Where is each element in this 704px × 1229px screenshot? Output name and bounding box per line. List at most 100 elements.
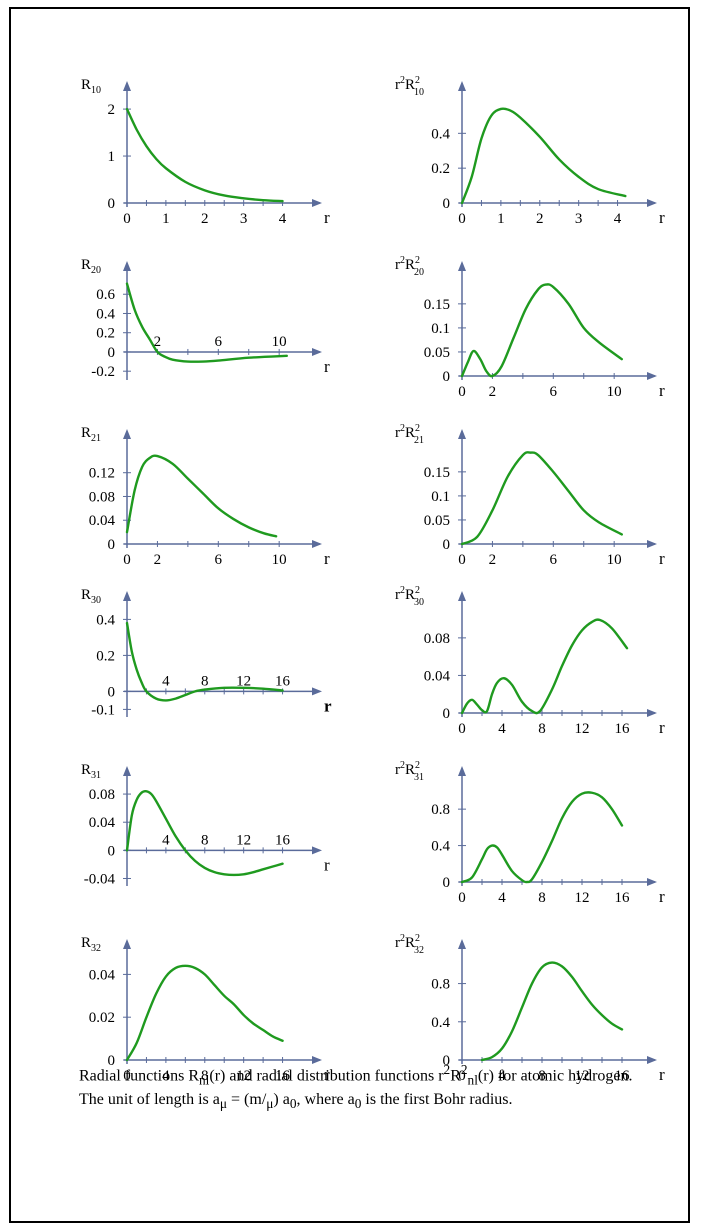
y-tick-label: 0.02 — [89, 1010, 115, 1026]
y-tick-label: 0 — [108, 345, 116, 361]
x-tick-label: 8 — [538, 721, 546, 737]
y-tick-label: 0 — [443, 369, 451, 385]
y-tick-label: 0.1 — [431, 489, 450, 505]
x-tick-label: 1 — [497, 211, 505, 227]
y-tick-label: -0.04 — [84, 871, 116, 887]
y-tick-label: 0.4 — [96, 612, 115, 628]
x-tick-label: 4 — [162, 832, 170, 848]
x-axis-arrow — [312, 199, 322, 207]
x-tick-label: 16 — [275, 832, 291, 848]
y-tick-label: 0.04 — [89, 513, 116, 529]
y-tick-label: 0 — [443, 1053, 451, 1069]
x-tick-label: 3 — [575, 211, 583, 227]
x-axis-arrow — [647, 199, 657, 207]
caption-sub-mu: μ — [219, 1095, 228, 1111]
y-tick-label: -0.2 — [91, 364, 115, 380]
y-tick-label: 2 — [108, 102, 116, 118]
y-axis-arrow — [458, 766, 466, 776]
caption-text-6: ) a — [273, 1090, 290, 1108]
x-tick-label: 8 — [201, 832, 209, 848]
x-axis-label: r — [324, 855, 330, 874]
x-tick-label: 6 — [215, 552, 223, 568]
y-axis-arrow — [458, 429, 466, 439]
y-axis-label: R32 — [81, 935, 101, 954]
x-tick-label: 16 — [615, 890, 631, 906]
x-axis-arrow — [312, 687, 322, 696]
x-axis-arrow — [312, 846, 322, 855]
x-axis-arrow — [312, 540, 322, 548]
x-tick-label: 2 — [489, 384, 497, 400]
x-axis-label: r — [324, 549, 330, 568]
x-tick-label: 12 — [236, 1068, 251, 1084]
y-axis-arrow — [123, 766, 131, 776]
y-axis-label: r2R2 20 — [395, 255, 424, 278]
caption-text-2: (r) and radial distribution functions r — [209, 1067, 444, 1085]
caption-sub-0: 0 — [289, 1095, 297, 1111]
y-tick-label: 0.05 — [424, 513, 450, 529]
y-tick-label: 0.08 — [424, 631, 450, 647]
y-tick-label: 0.1 — [431, 321, 450, 337]
x-tick-label: 4 — [498, 890, 506, 906]
x-axis-label: r — [659, 549, 665, 568]
x-axis-arrow — [647, 540, 657, 548]
x-axis-arrow — [647, 709, 657, 717]
y-axis-label: r2R2 32 — [395, 933, 424, 956]
y-tick-label: 0.8 — [431, 802, 450, 818]
y-axis-label: r2R2 21 — [395, 423, 424, 446]
x-axis-label: r — [659, 718, 665, 737]
x-tick-label: 4 — [498, 721, 506, 737]
x-tick-label: 4 — [614, 211, 622, 227]
series-line — [125, 107, 284, 203]
x-axis-label: r — [324, 357, 330, 376]
x-tick-label: 12 — [236, 673, 251, 689]
series-line — [125, 621, 284, 702]
y-axis-arrow — [458, 81, 466, 91]
x-tick-label: 12 — [575, 890, 590, 906]
x-tick-label: 3 — [240, 211, 248, 227]
y-tick-label: 0 — [443, 196, 451, 212]
y-tick-label: 0 — [108, 196, 116, 212]
caption-text-1: Radial functions R — [79, 1067, 199, 1085]
x-tick-label: 4 — [498, 1068, 506, 1084]
x-tick-label: 0 — [123, 211, 131, 227]
series-line — [125, 789, 284, 877]
x-tick-label: 16 — [275, 673, 291, 689]
y-tick-label: 0.08 — [89, 787, 115, 803]
series-line — [125, 964, 284, 1062]
x-axis-label: r — [324, 696, 332, 715]
y-tick-label: 0 — [108, 537, 116, 553]
x-tick-label: 12 — [236, 832, 251, 848]
y-tick-label: 0.04 — [89, 815, 116, 831]
series-line — [460, 451, 623, 546]
x-axis-label: r — [659, 1065, 665, 1084]
x-tick-label: 4 — [162, 673, 170, 689]
caption-text-3: R — [450, 1067, 461, 1085]
x-tick-label: 4 — [279, 211, 287, 227]
x-tick-label: 0 — [123, 1068, 131, 1084]
x-axis-arrow — [647, 1056, 657, 1064]
y-axis-label: R31 — [81, 762, 101, 781]
y-axis-label: r2R2 10 — [395, 75, 424, 98]
series-line — [460, 791, 624, 884]
x-tick-label: 12 — [575, 1068, 590, 1084]
x-tick-label: 8 — [201, 673, 209, 689]
x-tick-label: 6 — [550, 384, 558, 400]
caption-text-4: (r) for atomic hydrogen. The unit of len… — [79, 1067, 633, 1108]
x-tick-label: 4 — [162, 1068, 170, 1084]
x-tick-label: 0 — [458, 552, 466, 568]
caption-text-5: = (m/ — [227, 1090, 267, 1108]
figure-caption: Radial functions Rnl(r) and radial distr… — [79, 1060, 659, 1113]
caption-sup-2b: 2 — [460, 1062, 468, 1077]
x-axis-arrow — [312, 1056, 322, 1064]
y-tick-label: 0 — [443, 537, 451, 553]
series-line — [125, 454, 278, 538]
x-tick-label: 2 — [154, 334, 162, 350]
y-axis-label: r2R2 30 — [395, 585, 424, 608]
chart-panel-10: 0 0.02 0.04 0 4 8 12 16 r R32 — [81, 935, 330, 1084]
y-axis-label: R30 — [81, 587, 101, 606]
chart-panel-5: 0 0.05 0.1 0.15 0 2 6 10 r r2R2 21 — [395, 423, 665, 568]
x-tick-label: 16 — [275, 1068, 291, 1084]
x-axis-arrow — [647, 372, 657, 380]
y-axis-arrow — [123, 261, 131, 271]
